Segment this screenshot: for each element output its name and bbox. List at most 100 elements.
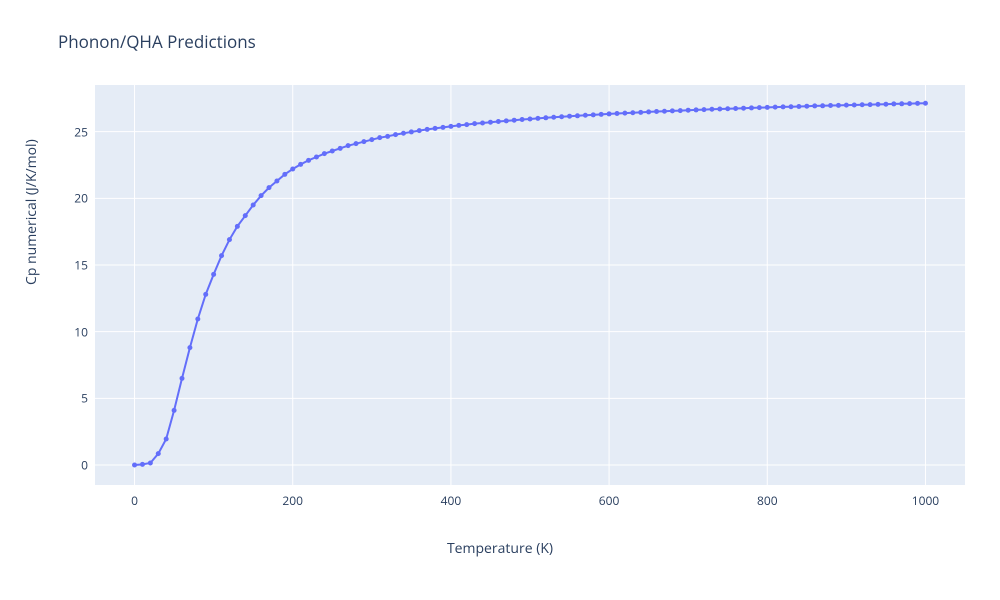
data-point [330, 149, 335, 154]
data-point [361, 139, 366, 144]
data-point [741, 106, 746, 111]
data-point [338, 146, 343, 151]
chart-container: Phonon/QHA Predictions Cp numerical (J/K… [0, 0, 1000, 600]
data-point [670, 108, 675, 113]
data-point [543, 115, 548, 120]
data-point [488, 120, 493, 125]
data-point [891, 101, 896, 106]
data-point [828, 103, 833, 108]
data-point [915, 101, 920, 106]
data-point [575, 113, 580, 118]
x-tick-label: 600 [599, 492, 620, 509]
data-point [496, 119, 501, 124]
data-point [203, 292, 208, 297]
data-point [306, 158, 311, 163]
data-point [148, 461, 153, 466]
data-point [567, 114, 572, 119]
chart-title: Phonon/QHA Predictions [58, 30, 256, 53]
data-point [583, 113, 588, 118]
data-point [907, 101, 912, 106]
data-point [267, 185, 272, 190]
data-point [868, 102, 873, 107]
data-point [852, 103, 857, 108]
y-tick-label: 25 [74, 123, 88, 140]
data-line [135, 103, 926, 465]
data-point [187, 345, 192, 350]
data-point [195, 317, 200, 322]
data-point [219, 253, 224, 258]
data-point [132, 463, 137, 468]
data-point [749, 105, 754, 110]
data-point [409, 129, 414, 134]
grid-horizontal [95, 132, 965, 465]
data-point [274, 179, 279, 184]
data-point [559, 114, 564, 119]
data-point [820, 103, 825, 108]
data-point [314, 155, 319, 160]
data-point [630, 110, 635, 115]
data-point [678, 108, 683, 113]
data-point [227, 237, 232, 242]
chart-svg [95, 85, 965, 485]
plot-area [95, 85, 965, 485]
data-point [377, 135, 382, 140]
data-point [535, 116, 540, 121]
data-point [899, 101, 904, 106]
data-point [781, 104, 786, 109]
data-point [369, 137, 374, 142]
data-point [164, 437, 169, 442]
x-axis-label: Temperature (K) [447, 539, 553, 558]
y-tick-label: 0 [81, 457, 88, 474]
data-point [290, 167, 295, 172]
data-point [472, 121, 477, 126]
data-point [464, 122, 469, 127]
data-point [259, 193, 264, 198]
data-point [385, 134, 390, 139]
data-point [425, 127, 430, 132]
data-point [417, 128, 422, 133]
x-tick-label: 800 [757, 492, 778, 509]
data-point [796, 104, 801, 109]
data-point [591, 112, 596, 117]
data-point [622, 111, 627, 116]
data-point [717, 107, 722, 112]
data-point [876, 102, 881, 107]
data-point [156, 451, 161, 456]
y-tick-label: 15 [74, 257, 88, 274]
data-point [694, 107, 699, 112]
data-point [812, 103, 817, 108]
data-point [401, 131, 406, 136]
x-tick-label: 0 [131, 492, 138, 509]
data-point [140, 462, 145, 467]
data-point [757, 105, 762, 110]
data-point [393, 132, 398, 137]
data-point [765, 105, 770, 110]
data-point [282, 172, 287, 177]
data-point [448, 124, 453, 129]
data-point [346, 143, 351, 148]
data-point [599, 112, 604, 117]
data-point [923, 101, 928, 106]
data-point [433, 126, 438, 131]
x-tick-label: 400 [441, 492, 462, 509]
x-tick-label: 200 [282, 492, 303, 509]
data-point [520, 117, 525, 122]
data-point [654, 109, 659, 114]
data-point [733, 106, 738, 111]
data-point [686, 108, 691, 113]
data-point [646, 109, 651, 114]
data-point [512, 118, 517, 123]
data-point [860, 102, 865, 107]
data-point [615, 111, 620, 116]
data-point [638, 110, 643, 115]
data-point [836, 103, 841, 108]
data-point [662, 109, 667, 114]
data-point [551, 115, 556, 120]
data-point [298, 162, 303, 167]
data-point [441, 125, 446, 130]
data-point [725, 106, 730, 111]
y-tick-label: 20 [74, 190, 88, 207]
x-tick-label: 1000 [912, 492, 939, 509]
data-point [354, 141, 359, 146]
data-point [844, 103, 849, 108]
